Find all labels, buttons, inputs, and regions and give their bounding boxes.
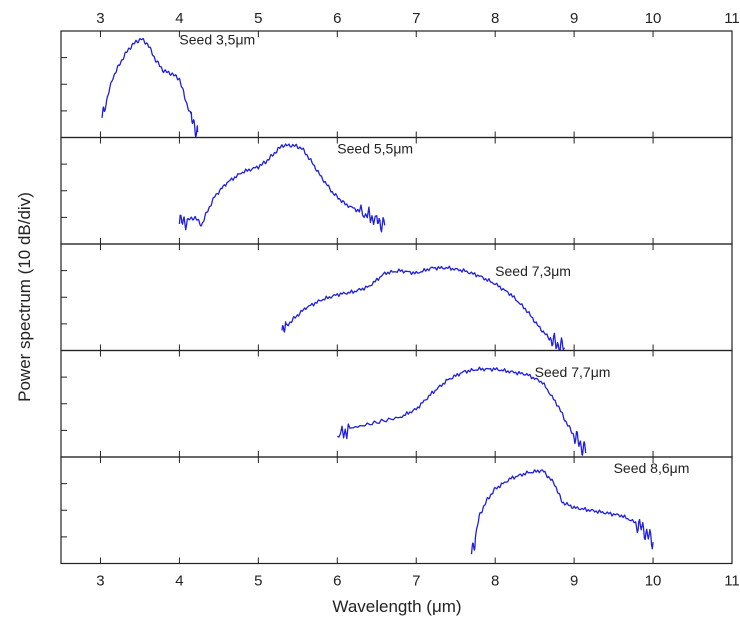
x-tick-label-top: 3 (96, 10, 104, 27)
x-tick-label-top: 8 (491, 10, 499, 27)
panel-5: Seed 8,6μm (60, 456, 733, 565)
seed-label: Seed 3,5μm (179, 31, 255, 47)
panel-frame (60, 30, 733, 139)
spectrum-line (337, 366, 587, 456)
spectrum-line (101, 37, 199, 138)
x-tick-label-bottom: 5 (254, 573, 262, 590)
panel-frame (60, 243, 733, 352)
seed-label: Seed 5,5μm (337, 140, 413, 156)
x-tick-label-bottom: 9 (570, 573, 578, 590)
panels-group: Seed 3,5μm Seed 5,5μm Seed 7,3μm Seed 7,7μm… (60, 30, 733, 565)
x-tick-label-top: 10 (645, 10, 662, 27)
spectrum-line (281, 265, 566, 351)
y-axis-label: Power spectrum (10 dB/div) (15, 192, 34, 402)
x-tick-label-top: 11 (724, 10, 740, 27)
x-tick-label-bottom: 3 (96, 573, 104, 590)
seed-label: Seed 8,6μm (614, 460, 690, 476)
panel-2: Seed 5,5μm (60, 136, 733, 245)
bottom-tick-labels: 3 4 5 6 7 8 9 10 11 (96, 573, 739, 590)
panel-3: Seed 7,3μm (60, 243, 733, 352)
panel-frame (60, 349, 733, 458)
seed-label: Seed 7,7μm (535, 364, 611, 380)
panel-1: Seed 3,5μm (60, 30, 733, 139)
x-tick-label-bottom: 4 (175, 573, 183, 590)
x-axis-label: Wavelength (μm) (332, 597, 461, 616)
x-tick-label-bottom: 10 (645, 573, 662, 590)
x-tick-label-top: 5 (254, 10, 262, 27)
top-tick-labels: 3 4 5 6 7 8 9 10 11 (96, 10, 739, 27)
x-tick-label-bottom: 7 (412, 573, 420, 590)
seed-label: Seed 7,3μm (495, 263, 571, 279)
x-tick-label-top: 7 (412, 10, 420, 27)
spectrum-line (470, 469, 654, 555)
spectrum-line (178, 143, 386, 233)
x-tick-label-top: 6 (333, 10, 341, 27)
x-tick-label-bottom: 6 (333, 573, 341, 590)
panel-4: Seed 7,7μm (60, 349, 733, 458)
x-tick-label-bottom: 8 (491, 573, 499, 590)
x-tick-label-top: 4 (175, 10, 183, 27)
x-tick-label-top: 9 (570, 10, 578, 27)
x-tick-label-bottom: 11 (724, 573, 740, 590)
